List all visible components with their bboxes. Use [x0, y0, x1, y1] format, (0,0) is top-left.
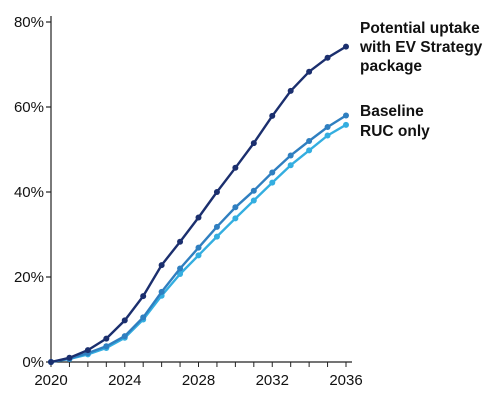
x-tick-label: 2024: [108, 372, 141, 389]
data-point: [232, 164, 239, 171]
series-label: Potential uptake: [360, 20, 480, 37]
data-point: [48, 359, 54, 365]
data-point: [250, 187, 257, 194]
data-point: [177, 265, 184, 272]
data-point: [213, 223, 220, 230]
x-tick-label: 2036: [329, 372, 362, 389]
series-line: [50, 123, 347, 364]
data-point: [287, 87, 294, 94]
data-point: [269, 179, 276, 186]
axes: [50, 16, 352, 363]
data-point: [213, 189, 220, 195]
data-point: [177, 238, 184, 245]
y-tick-label: 40%: [14, 184, 44, 201]
data-point: [269, 169, 276, 176]
data-point: [195, 252, 202, 259]
series-line: [50, 114, 347, 364]
data-point: [287, 162, 294, 169]
data-point: [324, 54, 331, 61]
data-point: [158, 262, 165, 269]
y-tick-label: 20%: [14, 269, 44, 286]
series-line: [50, 45, 347, 364]
data-point: [343, 121, 349, 128]
data-point: [66, 354, 73, 361]
data-point: [324, 123, 331, 130]
data-point: [177, 271, 184, 278]
data-point: [232, 204, 239, 211]
data-point: [324, 132, 331, 139]
x-axis-ticks: 2020 2024 2028 2032 2036: [34, 362, 363, 389]
y-tick-label: 0%: [22, 354, 44, 371]
data-point: [306, 147, 313, 154]
data-point: [343, 43, 349, 50]
data-point: [195, 214, 202, 221]
series-label: with EV Strategy: [359, 39, 483, 56]
data-point: [140, 293, 147, 300]
data-point: [213, 233, 220, 240]
data-point: [121, 317, 128, 324]
x-tick-label: 2020: [34, 372, 67, 389]
series-baseline: [48, 112, 349, 365]
series-label: RUC only: [360, 123, 430, 140]
y-axis-ticks: 0% 20% 40% 60% 80%: [14, 14, 51, 371]
series-labels: Potential uptake with EV Strategy package B…: [359, 20, 483, 140]
series-lines: [48, 43, 349, 365]
data-point: [250, 197, 257, 204]
data-point: [232, 215, 239, 222]
data-point: [84, 347, 91, 354]
series-label: package: [360, 58, 422, 75]
data-point: [140, 314, 147, 321]
data-point: [158, 288, 165, 295]
x-tick-label: 2032: [256, 372, 289, 389]
data-point: [269, 112, 276, 119]
data-point: [121, 333, 128, 340]
data-point: [250, 140, 257, 147]
data-point: [343, 112, 349, 119]
series-ruc-only: [48, 121, 349, 365]
data-point: [306, 138, 313, 144]
series-potential-uptake-with-ev-strategy-package: [48, 43, 349, 365]
y-tick-label: 60%: [14, 99, 44, 116]
data-point: [306, 68, 313, 75]
data-point: [103, 343, 110, 350]
data-point: [287, 152, 294, 159]
x-tick-label: 2028: [182, 372, 215, 389]
data-point: [195, 244, 202, 251]
y-tick-label: 80%: [14, 14, 44, 31]
series-label: Baseline: [360, 103, 424, 120]
data-point: [103, 335, 110, 342]
